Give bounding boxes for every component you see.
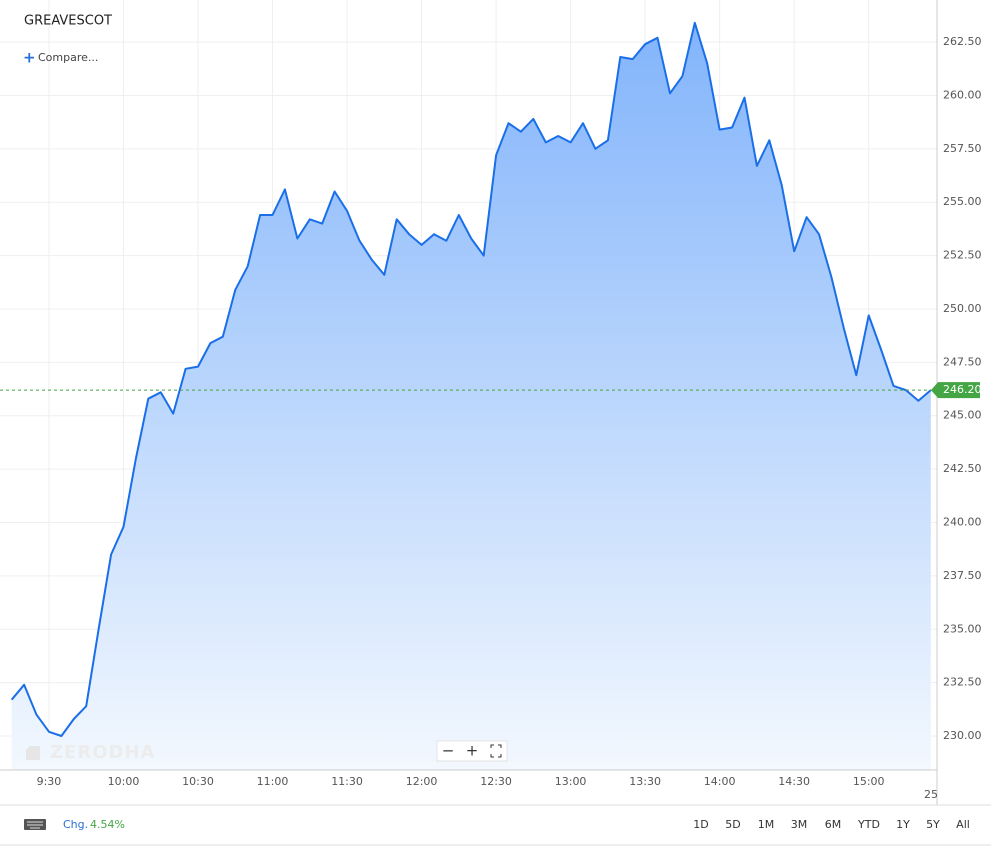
- x-tick-label: 10:00: [108, 775, 140, 788]
- y-tick-label: 250.00: [943, 302, 982, 315]
- y-tick-label: 257.50: [943, 142, 982, 155]
- range-button[interactable]: YTD: [857, 818, 880, 831]
- range-button[interactable]: 3M: [791, 818, 808, 831]
- zoom-controls: − +: [436, 740, 508, 762]
- last-price-tag: [931, 382, 980, 399]
- chg-label: Chg.: [63, 818, 88, 831]
- range-button[interactable]: 1Y: [896, 818, 910, 831]
- zoom-in[interactable]: +: [466, 742, 479, 760]
- y-tick-label: 237.50: [943, 569, 982, 582]
- y-tick-label: 247.50: [943, 355, 982, 368]
- range-button[interactable]: 5D: [725, 818, 740, 831]
- x-edge-label: 25: [924, 788, 938, 801]
- range-button[interactable]: 1D: [693, 818, 708, 831]
- x-tick-label: 9:30: [37, 775, 62, 788]
- chg-value: 4.54%: [90, 818, 125, 831]
- y-tick-label: 245.00: [943, 409, 982, 422]
- compare-button[interactable]: Compare...: [38, 51, 98, 64]
- x-tick-label: 11:30: [331, 775, 363, 788]
- x-tick-label: 12:30: [480, 775, 512, 788]
- x-tick-label: 15:00: [853, 775, 885, 788]
- watermark-text: ZERODHA: [50, 742, 155, 763]
- fullscreen[interactable]: [490, 744, 502, 758]
- x-tick-label: 10:30: [182, 775, 214, 788]
- zoom-out[interactable]: −: [442, 742, 455, 760]
- range-button[interactable]: 1M: [758, 818, 775, 831]
- x-tick-label: 12:00: [406, 775, 438, 788]
- last-price-label: 246.20: [943, 383, 982, 396]
- y-tick-label: 230.00: [943, 729, 982, 742]
- plot: [0, 0, 937, 771]
- x-tick-label: 13:00: [555, 775, 587, 788]
- area: [11, 22, 931, 771]
- keyboard-icon[interactable]: [24, 819, 46, 830]
- y-tick-label: 260.00: [943, 88, 982, 101]
- y-tick-label: 262.50: [943, 35, 982, 48]
- y-tick-label: 232.50: [943, 676, 982, 689]
- zoom-box: [436, 740, 508, 762]
- symbol: GREAVESCOT: [24, 14, 112, 29]
- y-tick-label: 255.00: [943, 195, 982, 208]
- price-line: [10, 21, 932, 737]
- x-tick-label: 11:00: [257, 775, 289, 788]
- range-button[interactable]: 6M: [825, 818, 842, 831]
- y-tick-label: 240.00: [943, 516, 982, 529]
- y-tick-label: 235.00: [943, 622, 982, 635]
- x-tick-label: 13:30: [629, 775, 661, 788]
- x-tick-label: 14:00: [704, 775, 736, 788]
- watermark: ZERODHA: [26, 742, 155, 763]
- x-tick-label: 14:30: [778, 775, 810, 788]
- y-tick-label: 242.50: [943, 462, 982, 475]
- range-button[interactable]: All: [956, 818, 970, 831]
- plus-icon[interactable]: +: [23, 49, 36, 67]
- y-tick-label: 252.50: [943, 249, 982, 262]
- range-button[interactable]: 5Y: [926, 818, 940, 831]
